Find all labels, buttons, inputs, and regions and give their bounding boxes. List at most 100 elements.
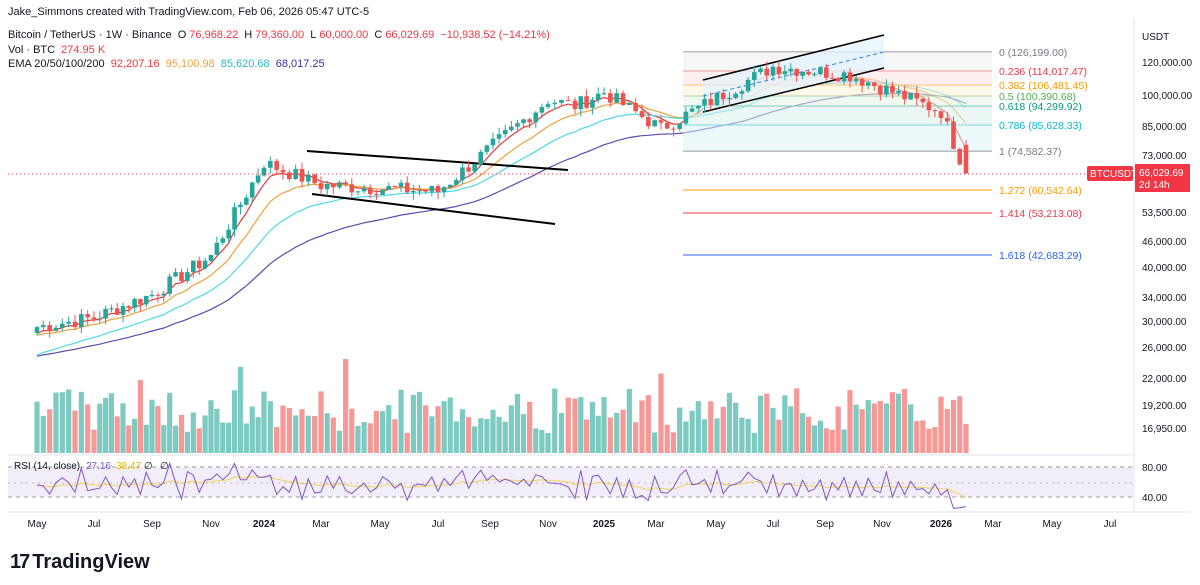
candle-body[interactable] (727, 97, 732, 100)
candle-body[interactable] (545, 104, 551, 108)
candle-body[interactable] (324, 184, 330, 190)
rising-channel-lower[interactable] (702, 67, 885, 113)
candle-body[interactable] (745, 79, 751, 92)
candle-body[interactable] (689, 108, 695, 112)
candle-body[interactable] (847, 72, 853, 82)
candle-body[interactable] (835, 78, 841, 82)
candle-body[interactable] (312, 174, 317, 184)
candle-body[interactable] (752, 72, 757, 80)
candle-body[interactable] (41, 325, 46, 328)
candle-body[interactable] (114, 308, 120, 315)
candle-body[interactable] (349, 184, 355, 193)
candle-body[interactable] (938, 111, 944, 119)
candle-body[interactable] (138, 298, 143, 305)
candle-body[interactable] (306, 174, 311, 182)
candle-body[interactable] (502, 130, 508, 135)
candle-body[interactable] (818, 67, 823, 75)
candle-body[interactable] (788, 68, 794, 72)
candle-body[interactable] (167, 276, 172, 294)
candle-body[interactable] (683, 111, 689, 124)
candle-body[interactable] (220, 238, 226, 243)
candle-body[interactable] (884, 85, 889, 95)
candle-body[interactable] (161, 293, 167, 296)
candle-body[interactable] (509, 126, 514, 131)
candle-body[interactable] (132, 298, 137, 308)
candle-body[interactable] (920, 98, 926, 103)
candle-body[interactable] (652, 120, 657, 127)
candle-body[interactable] (896, 90, 901, 93)
candle-body[interactable] (274, 161, 279, 170)
candle-body[interactable] (782, 71, 788, 75)
candle-body[interactable] (293, 168, 298, 180)
candle-body[interactable] (944, 118, 950, 122)
candle-body[interactable] (441, 187, 447, 193)
candle-body[interactable] (472, 164, 477, 172)
candle-body[interactable] (806, 72, 811, 75)
candle-body[interactable] (739, 91, 745, 94)
candle-body[interactable] (878, 85, 883, 95)
candle-body[interactable] (97, 318, 103, 320)
candle-body[interactable] (214, 242, 220, 255)
candle-body[interactable] (572, 100, 578, 110)
candle-body[interactable] (155, 294, 161, 296)
candle-body[interactable] (853, 78, 859, 82)
candle-body[interactable] (800, 72, 805, 76)
candle-body[interactable] (238, 204, 243, 208)
candle-body[interactable] (601, 93, 607, 95)
candle-body[interactable] (411, 190, 416, 193)
candle-body[interactable] (859, 78, 865, 86)
candle-body[interactable] (429, 186, 435, 192)
candle-body[interactable] (776, 66, 782, 75)
candle-body[interactable] (957, 148, 963, 165)
candle-body[interactable] (91, 317, 97, 319)
candle-body[interactable] (355, 191, 361, 193)
candle-body[interactable] (614, 93, 619, 103)
candle-body[interactable] (244, 197, 249, 205)
candle-body[interactable] (255, 175, 261, 183)
candle-body[interactable] (318, 183, 324, 190)
candle-body[interactable] (423, 190, 428, 192)
candle-body[interactable] (714, 92, 720, 106)
candle-body[interactable] (386, 186, 392, 190)
candle-body[interactable] (103, 308, 108, 319)
candle-body[interactable] (963, 144, 969, 174)
candle-body[interactable] (865, 82, 871, 86)
candle-body[interactable] (770, 66, 776, 76)
candle-body[interactable] (758, 68, 763, 73)
channel-upper[interactable] (306, 150, 569, 171)
candle-body[interactable] (287, 172, 292, 180)
candle-body[interactable] (515, 123, 520, 127)
rsi-label[interactable]: RSI (14, close) (14, 461, 80, 472)
candle-body[interactable] (633, 102, 638, 112)
candle-body[interactable] (584, 96, 589, 108)
candle-body[interactable] (173, 272, 178, 277)
candle-body[interactable] (435, 186, 441, 193)
candle-body[interactable] (658, 120, 664, 123)
candle-body[interactable] (120, 306, 126, 315)
candle-body[interactable] (34, 327, 40, 333)
candle-body[interactable] (196, 260, 202, 269)
candle-body[interactable] (331, 184, 336, 188)
candle-body[interactable] (85, 314, 90, 318)
candle-body[interactable] (559, 99, 564, 103)
candle-body[interactable] (708, 99, 714, 106)
candle-body[interactable] (226, 229, 231, 239)
candle-body[interactable] (627, 102, 632, 106)
candle-body[interactable] (398, 182, 404, 187)
channel-lower[interactable] (311, 193, 556, 225)
candle-body[interactable] (914, 93, 920, 99)
candle-body[interactable] (179, 272, 184, 281)
candle-body[interactable] (533, 112, 539, 123)
symbol-name[interactable]: Bitcoin / TetherUS · 1W · Binance (8, 29, 172, 41)
candle-body[interactable] (299, 168, 305, 182)
ema-label[interactable]: EMA 20/50/100/200 (8, 58, 105, 70)
candle-body[interactable] (908, 93, 913, 100)
candle-body[interactable] (53, 327, 59, 331)
candle-body[interactable] (841, 72, 847, 82)
candle-body[interactable] (191, 260, 196, 273)
candle-body[interactable] (829, 77, 835, 79)
candle-body[interactable] (677, 123, 682, 129)
candle-body[interactable] (478, 151, 484, 165)
candle-body[interactable] (490, 138, 496, 146)
